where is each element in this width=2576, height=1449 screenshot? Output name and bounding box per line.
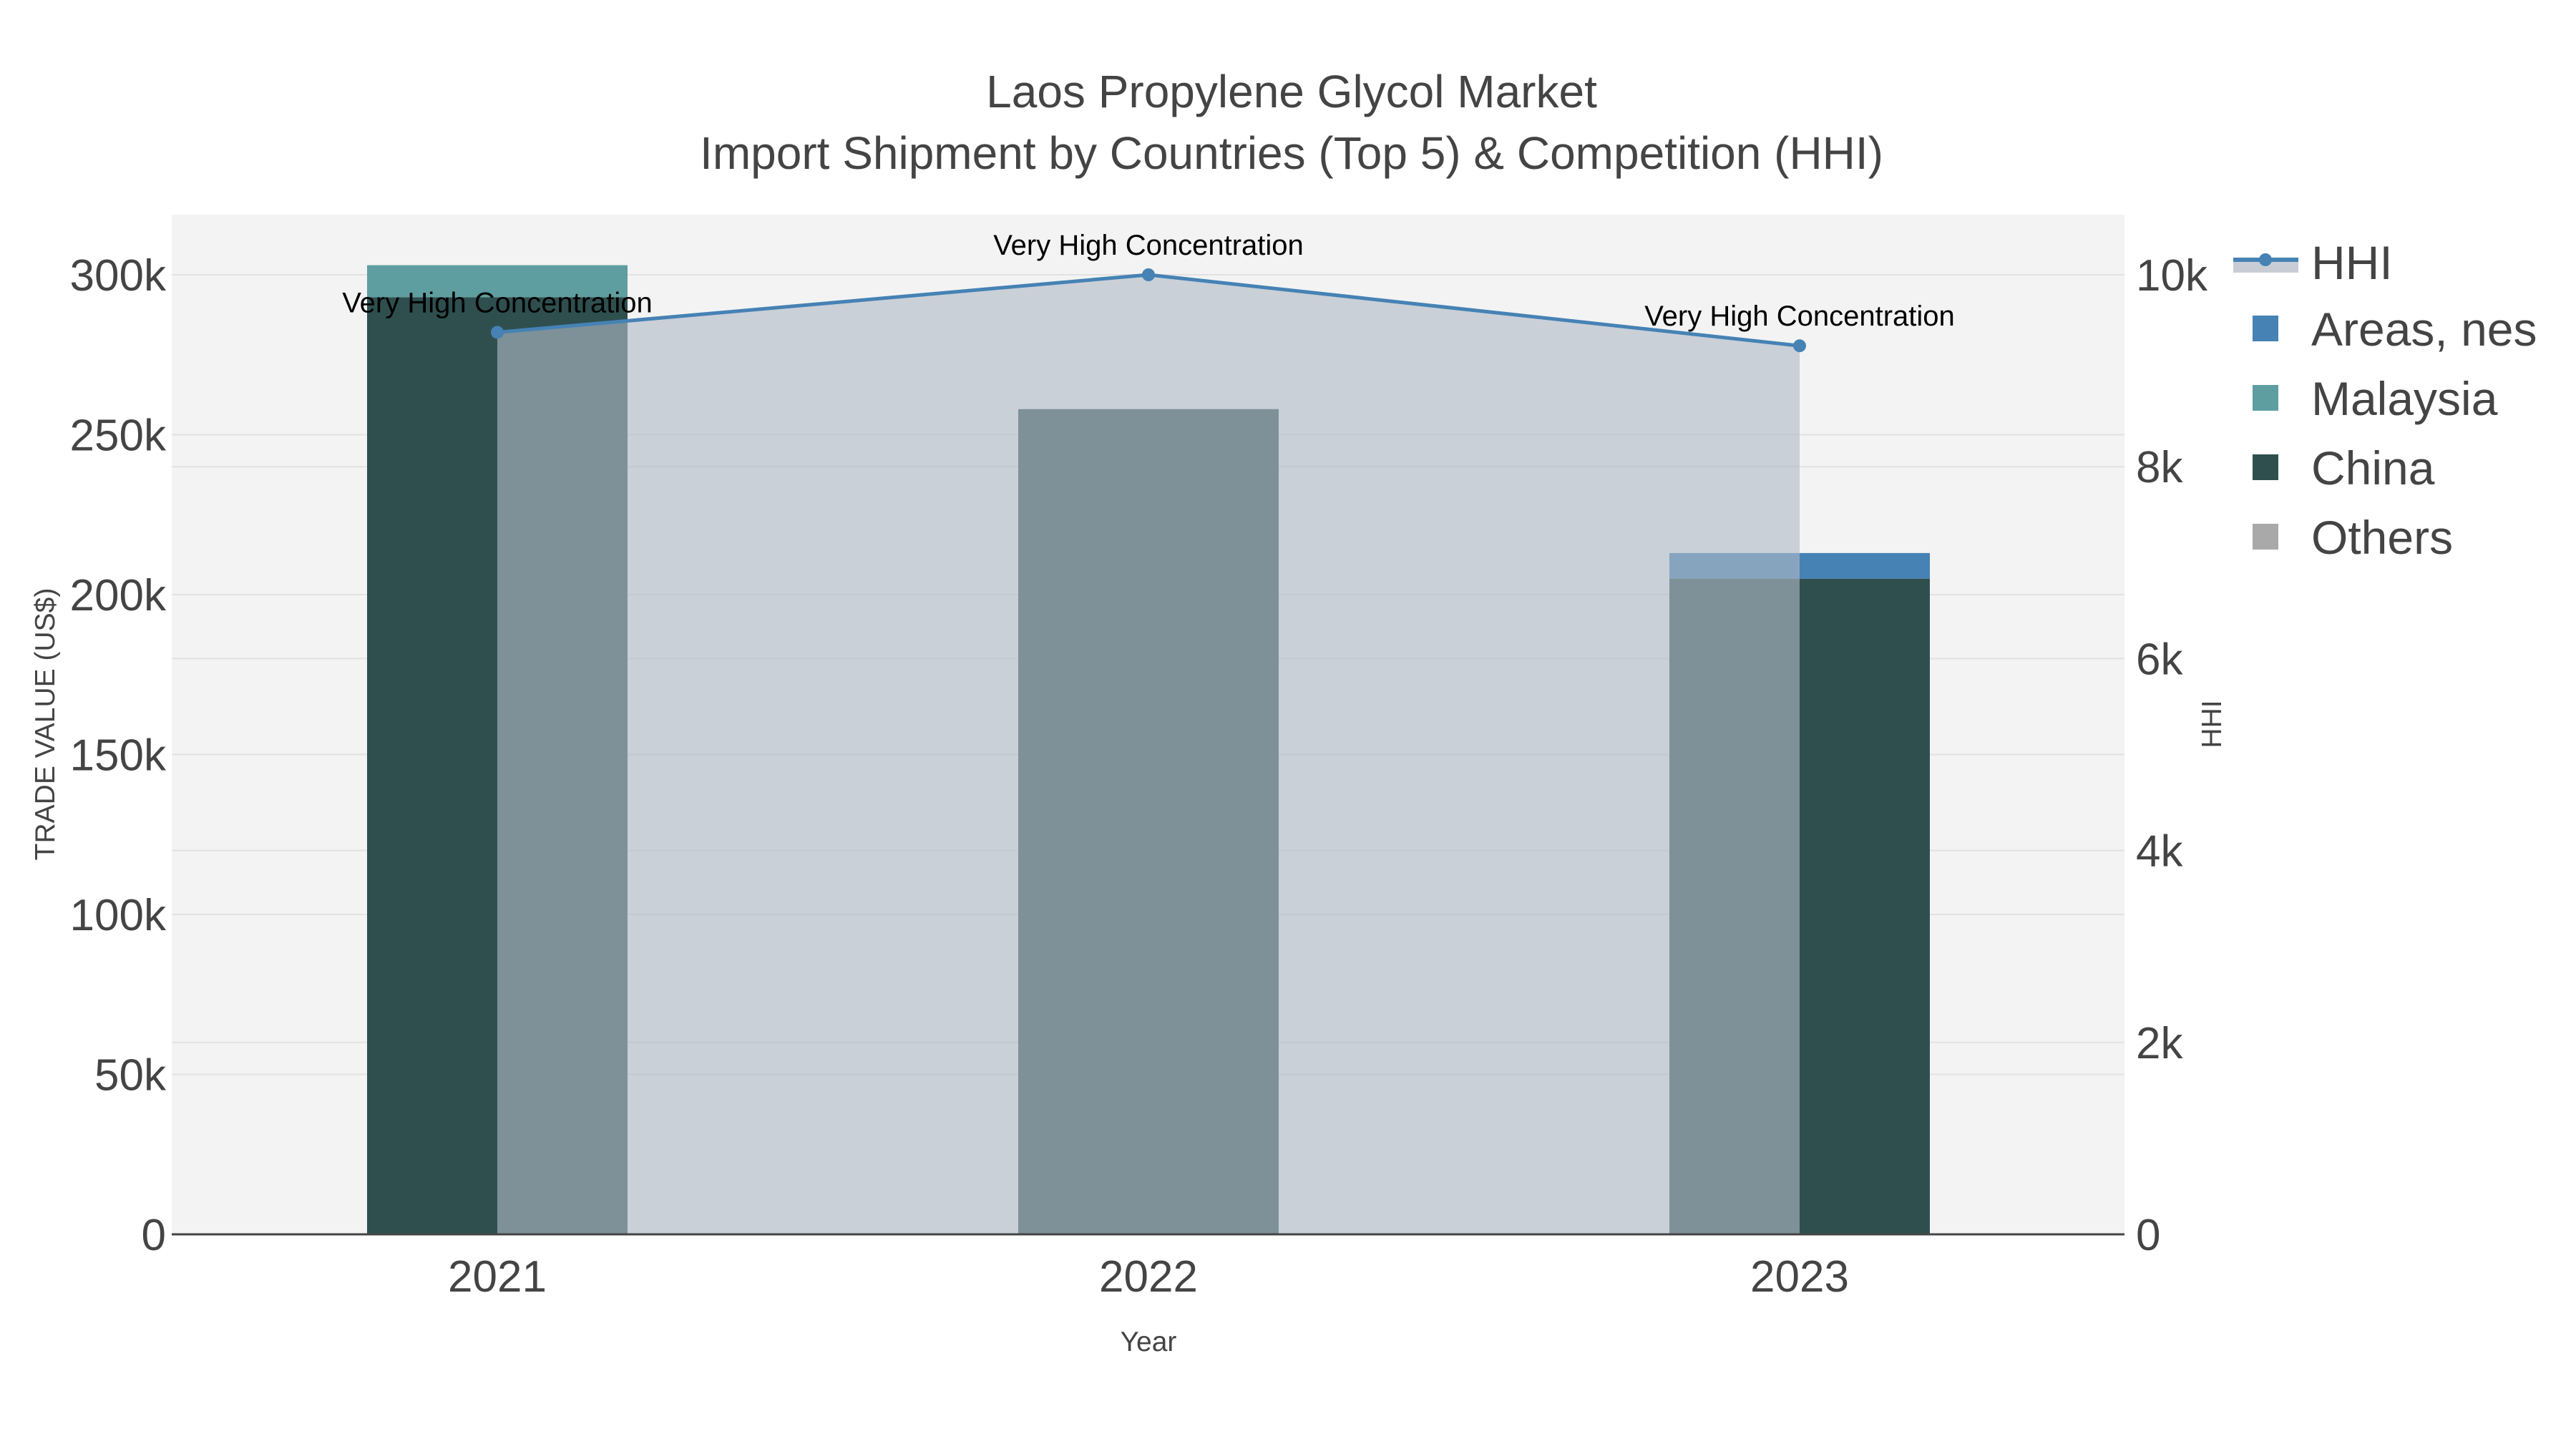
legend-item-malaysia[interactable]: Malaysia [2253,372,2498,425]
y-tick-label: 150k [70,731,167,781]
legend-square-icon [2253,454,2278,480]
y-tick-label: 0 [142,1211,166,1260]
legend-area-swatch [2233,260,2298,273]
legend-square-icon [2253,385,2278,411]
y-tick-label: 250k [70,411,167,461]
hhi-series [491,268,1806,1234]
hhi-point-2022[interactable] [1142,268,1155,281]
legend-label: Malaysia [2311,372,2498,425]
x-tick-label: 2021 [448,1252,547,1302]
y-tick-label: 100k [70,891,167,940]
y-tick-label: 200k [70,571,167,620]
legend-label: Areas, nes [2311,303,2537,356]
legend-item-areas-nes[interactable]: Areas, nes [2253,303,2537,356]
hhi-annotation: Very High Concentration [993,230,1304,261]
y2-tick-label: 6k [2136,635,2183,684]
annotations: Very High Concentration Very High Concent… [342,230,1955,332]
y-axis-ticks: 0 50k 100k 150k 200k 250k 300k [70,251,167,1260]
legend-square-icon [2253,316,2278,341]
legend-item-hhi[interactable]: HHI [2233,236,2393,289]
x-axis-ticks: 2021 2022 2023 [448,1252,1849,1302]
y2-axis-title: HHI [2197,700,2228,748]
chart-title: Laos Propylene Glycol Market [986,66,1597,117]
y2-tick-label: 2k [2136,1019,2183,1068]
y2-tick-label: 4k [2136,827,2183,877]
hhi-annotation: Very High Concentration [1644,301,1955,332]
y2-tick-label: 0 [2136,1211,2160,1260]
x-tick-label: 2023 [1750,1252,1849,1302]
y-tick-label: 300k [70,251,167,301]
legend-item-others[interactable]: Others [2253,511,2453,564]
hhi-point-2021[interactable] [491,326,504,339]
legend-marker-icon [2259,253,2272,266]
bar-malaysia-2021[interactable] [367,265,628,298]
legend-label: HHI [2311,236,2393,289]
legend-square-icon [2253,524,2278,550]
hhi-point-2023[interactable] [1793,339,1806,353]
x-axis-title: Year [1121,1327,1177,1357]
y2-tick-label: 8k [2136,443,2183,492]
chart-subtitle: Import Shipment by Countries (Top 5) & C… [700,127,1883,179]
hhi-annotation: Very High Concentration [342,287,653,318]
y2-tick-label: 10k [2136,251,2208,301]
y-tick-label: 50k [94,1051,167,1101]
legend: HHI Areas, nes Malaysia China Others [2233,236,2537,564]
y2-axis-ticks: 0 2k 4k 6k 8k 10k [2136,251,2208,1260]
legend-item-china[interactable]: China [2253,441,2435,494]
x-tick-label: 2022 [1099,1252,1198,1302]
legend-label: Others [2311,511,2453,564]
legend-label: China [2311,441,2435,494]
y-axis-title: TRADE VALUE (US$) [30,588,61,861]
hhi-area [497,275,1800,1234]
